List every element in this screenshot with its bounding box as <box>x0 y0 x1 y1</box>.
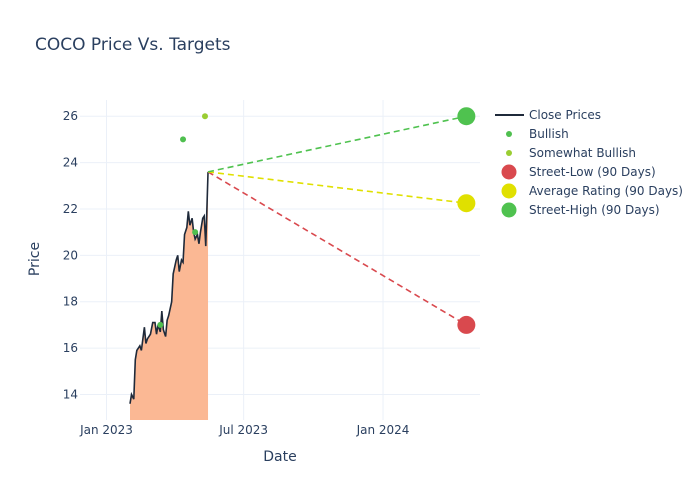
y-tick-label: 18 <box>63 295 78 309</box>
y-tick-label: 26 <box>63 109 78 123</box>
y-axis-ticks: 14 16 18 20 22 24 26 <box>63 109 78 401</box>
target-line-street-low <box>207 171 467 326</box>
close-price-area <box>130 171 209 420</box>
rating-point <box>192 229 199 236</box>
price-line <box>129 171 209 404</box>
legend-label: Street-High (90 Days) <box>529 203 660 217</box>
legend: Close Prices Bullish Somewhat Bullish Stree… <box>495 108 683 218</box>
plot-area <box>80 100 480 420</box>
y-tick-label: 24 <box>63 156 78 170</box>
legend-label: Average Rating (90 Days) <box>529 184 683 198</box>
target-marker-street-high <box>457 107 476 126</box>
rating-point <box>180 136 187 143</box>
x-axis-title: Date <box>263 449 296 465</box>
rating-point <box>157 321 164 328</box>
x-tick-label: Jul 2023 <box>218 423 268 437</box>
target-lines <box>207 115 467 326</box>
y-tick-label: 16 <box>63 341 78 355</box>
x-axis-ticks: Jan 2023 Jul 2023 Jan 2024 <box>79 423 409 437</box>
legend-circle-swatch <box>501 183 517 199</box>
target-line-average <box>207 171 467 204</box>
x-tick-label: Jan 2024 <box>356 423 410 437</box>
legend-dot-swatch <box>506 131 512 137</box>
target-points <box>457 107 476 334</box>
legend-circle-swatch <box>501 164 517 180</box>
rating-points <box>157 113 208 328</box>
price-area <box>130 171 209 420</box>
y-tick-label: 20 <box>63 248 78 262</box>
legend-label: Bullish <box>529 127 569 141</box>
target-marker-average <box>457 194 476 213</box>
chart-title: COCO Price Vs. Targets <box>35 35 231 55</box>
legend-label: Street-Low (90 Days) <box>529 165 656 179</box>
y-tick-label: 14 <box>63 387 78 401</box>
grid-lines <box>80 100 480 420</box>
rating-point <box>202 113 208 120</box>
legend-circle-swatch <box>501 202 517 218</box>
legend-label: Somewhat Bullish <box>529 146 636 160</box>
x-tick-label: Jan 2023 <box>79 423 133 437</box>
legend-dot-swatch <box>506 150 512 156</box>
y-tick-label: 22 <box>63 202 78 216</box>
target-line-street-high <box>207 115 467 173</box>
target-marker-street-low <box>457 315 476 334</box>
legend-label: Close Prices <box>529 108 601 122</box>
close-price-line <box>129 171 209 404</box>
y-axis-title: Price <box>27 242 43 276</box>
